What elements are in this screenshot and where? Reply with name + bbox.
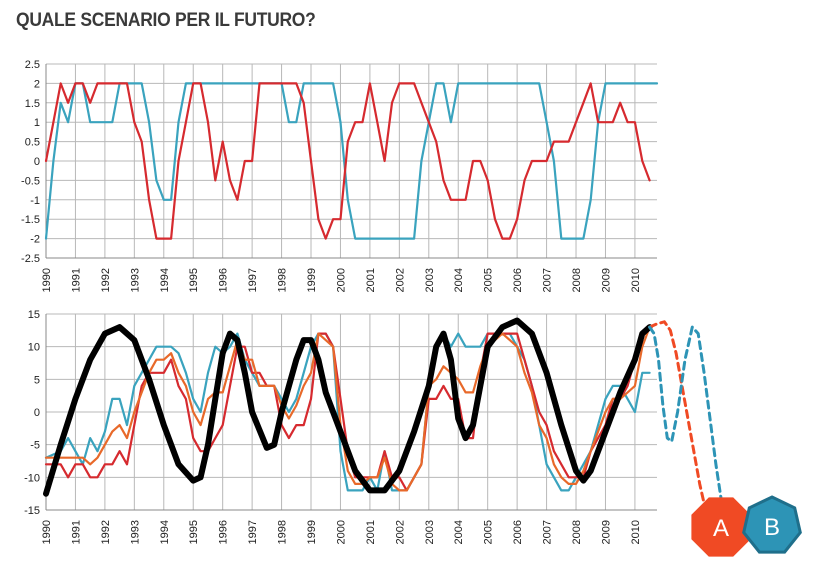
x-tick-label: 2008 [571, 520, 583, 544]
x-tick-label: 1991 [70, 268, 82, 292]
x-tick-label: 1996 [218, 520, 230, 544]
x-tick-label: 1995 [188, 268, 200, 292]
y-tick-label: -10 [24, 472, 40, 484]
scenario-a-line [648, 320, 708, 512]
x-tick-label: 1997 [247, 268, 259, 292]
x-tick-label: 1994 [159, 268, 171, 292]
x-tick-label: 2007 [542, 520, 554, 544]
scenario-b-label: B [764, 514, 780, 541]
x-tick-label: 1993 [129, 520, 141, 544]
y-tick-label: -2 [30, 234, 40, 246]
y-tick-label: 0.5 [25, 137, 40, 149]
x-tick-label: 2003 [424, 268, 436, 292]
x-tick-label: 1992 [100, 268, 112, 292]
y-tick-label: 0 [34, 156, 40, 168]
y-tick-label: 0 [34, 407, 40, 419]
series-blue-line [44, 332, 651, 492]
x-tick-label: 1995 [188, 520, 200, 544]
x-tick-label: 2001 [365, 520, 377, 544]
x-tick-label: 2002 [394, 268, 406, 292]
x-tick-label: 1997 [247, 520, 259, 544]
series-black-line [43, 317, 653, 497]
x-tick-label: 2008 [571, 268, 583, 292]
y-tick-label: 1 [34, 117, 40, 129]
x-tick-label: 2009 [600, 520, 612, 544]
x-tick-label: 1990 [41, 520, 53, 544]
x-tick-label: 2006 [512, 520, 524, 544]
scenario-a-label: A [713, 515, 729, 542]
x-tick-label: 2005 [483, 268, 495, 292]
scenario-a-badge [691, 497, 751, 557]
y-tick-label: -2.5 [21, 253, 40, 265]
x-tick-label: 2003 [424, 520, 436, 544]
x-tick-label: 1994 [159, 520, 171, 544]
x-tick-label: 1996 [218, 268, 230, 292]
y-tick-label: 10 [28, 342, 40, 354]
scenario-b-line [648, 325, 724, 505]
x-tick-label: 2010 [630, 268, 642, 292]
x-tick-label: 2004 [453, 268, 465, 292]
y-tick-label: 1.5 [25, 98, 40, 110]
x-tick-label: 1998 [277, 520, 289, 544]
x-tick-label: 1992 [100, 520, 112, 544]
series-red-line [44, 82, 651, 240]
x-tick-label: 2002 [394, 520, 406, 544]
x-tick-label: 2009 [600, 268, 612, 292]
x-tick-label: 1993 [129, 268, 141, 292]
y-tick-label: 15 [28, 309, 40, 321]
scenario-badges: A B [691, 495, 802, 557]
y-tick-label: -15 [24, 505, 40, 517]
series-orange-line [44, 326, 651, 492]
y-tick-label: -0.5 [21, 175, 40, 187]
x-tick-label: 2001 [365, 268, 377, 292]
x-tick-label: 2006 [512, 268, 524, 292]
y-tick-label: 2 [34, 78, 40, 90]
x-tick-label: 2010 [630, 520, 642, 544]
x-tick-label: 1998 [277, 268, 289, 292]
chart-title: QUALE SCENARIO PER IL FUTURO? [16, 10, 316, 31]
y-tick-label: -1 [30, 195, 40, 207]
series-blue-line [44, 82, 659, 240]
y-tick-label: 2.5 [25, 59, 40, 71]
scenario-b-badge [742, 495, 802, 554]
x-tick-label: 2005 [483, 520, 495, 544]
x-tick-label: 2004 [453, 520, 465, 544]
y-tick-label: -5 [30, 440, 40, 452]
x-tick-label: 1991 [70, 520, 82, 544]
x-tick-label: 2000 [335, 268, 347, 292]
x-tick-label: 1990 [41, 268, 53, 292]
x-tick-label: 2007 [542, 268, 554, 292]
y-tick-label: -1.5 [21, 214, 40, 226]
x-tick-label: 2000 [335, 520, 347, 544]
y-tick-label: 5 [34, 374, 40, 386]
x-tick-label: 1999 [306, 268, 318, 292]
x-tick-label: 1999 [306, 520, 318, 544]
